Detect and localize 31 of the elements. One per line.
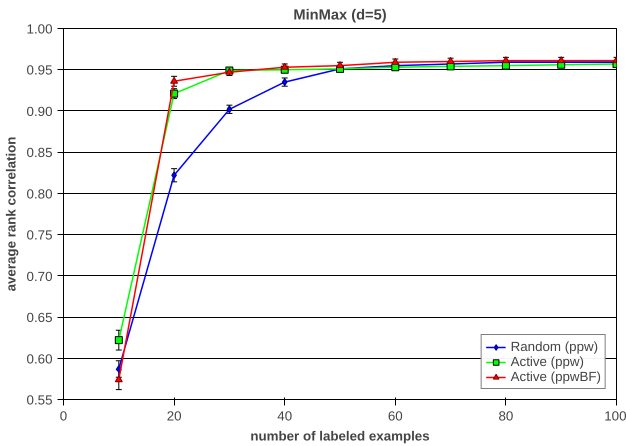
x-tick-label: 60 <box>388 408 403 424</box>
y-tick-label: 0.70 <box>26 268 53 284</box>
y-tick-label: 0.85 <box>26 145 53 160</box>
legend-label: Active (ppwBF) <box>510 369 601 384</box>
x-tick-label: 40 <box>277 408 292 424</box>
chart-title: MinMax (d=5) <box>293 8 387 24</box>
y-axis-title: average rank correlation <box>4 136 19 292</box>
point <box>280 62 289 70</box>
y-tick-label: 1.00 <box>26 22 53 36</box>
point <box>171 171 177 180</box>
y-tick-label: 0.55 <box>26 392 53 408</box>
y-tick-label: 0.65 <box>26 310 53 326</box>
x-tick-label: 80 <box>498 408 514 424</box>
point <box>391 58 400 65</box>
point <box>114 336 123 344</box>
point <box>446 56 455 64</box>
x-tick-label: 20 <box>166 408 182 424</box>
point <box>170 76 178 84</box>
y-tick-label: 0.95 <box>26 62 53 78</box>
point <box>557 56 566 64</box>
point <box>502 56 510 64</box>
legend-label: Random (ppw) <box>510 339 598 354</box>
x-tick-label: 0 <box>60 408 68 424</box>
y-tick-label: 0.60 <box>26 351 53 366</box>
y-tick-label: 0.75 <box>26 228 53 243</box>
y-tick-label: 0.90 <box>26 104 53 119</box>
point <box>336 61 344 68</box>
x-tick-label: 100 <box>604 408 626 424</box>
legend-label: Active (ppw) <box>510 354 584 369</box>
x-axis-title: number of labeled examples <box>250 428 430 444</box>
y-tick-label: 0.80 <box>26 186 53 202</box>
